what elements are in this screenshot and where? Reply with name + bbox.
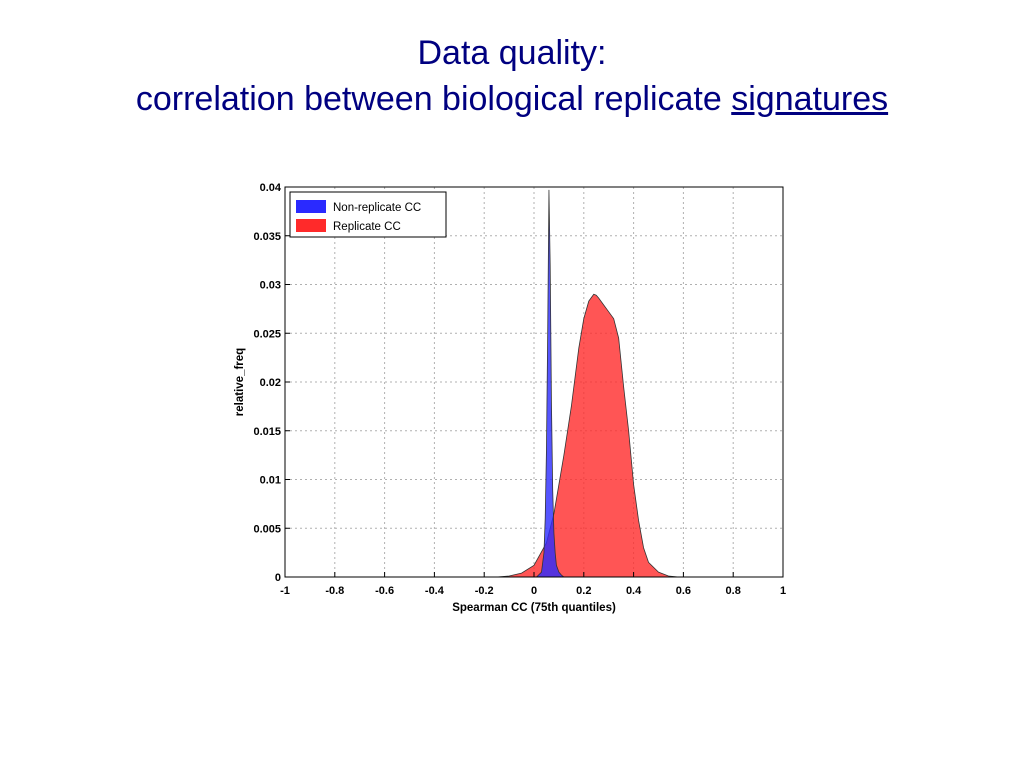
legend-swatch	[296, 219, 326, 232]
legend-label: Replicate CC	[333, 221, 401, 233]
slide-title: Data quality: correlation between biolog…	[0, 30, 1024, 122]
y-tick-label: 0.005	[253, 523, 281, 535]
x-axis-label: Spearman CC (75th quantiles)	[452, 602, 616, 614]
x-tick-label: 0.6	[676, 585, 691, 597]
x-tick-label: 0	[531, 585, 537, 597]
y-tick-label: 0.025	[253, 328, 281, 340]
signatures-link[interactable]: signatures	[731, 80, 889, 118]
x-tick-label: 0.8	[726, 585, 741, 597]
y-axis-label: relative_freq	[234, 348, 246, 416]
legend-swatch	[296, 200, 326, 213]
x-tick-label: -1	[280, 585, 290, 597]
y-tick-label: 0.03	[260, 280, 281, 292]
density-chart: -1 -0.8 -0.6 -0.4 -0.2 0 0.2 0.4 0.6 0.8 1 0 0.005 0.…	[234, 182, 786, 614]
x-tick-label: -0.4	[425, 585, 445, 597]
y-tick-label: 0.035	[253, 231, 281, 243]
y-tick-label: 0.04	[260, 182, 282, 194]
y-tick-label: 0.01	[260, 475, 281, 487]
title-line-1: Data quality:	[417, 34, 607, 72]
x-tick-label: 1	[780, 585, 786, 597]
series-area-non-replicate-cc	[535, 189, 566, 578]
y-tick-label: 0.02	[260, 377, 281, 389]
title-line-2-text: correlation between biological replicate	[135, 80, 732, 118]
y-tick-label: 0.015	[253, 426, 281, 438]
x-tick-label: -0.8	[325, 585, 344, 597]
y-tick-label: 0	[275, 572, 281, 584]
title-line-2: correlation between biological replicate…	[0, 76, 1024, 122]
x-tick-label: 0.2	[576, 585, 591, 597]
x-tick-label: 0.4	[626, 585, 642, 597]
x-tick-label: -0.6	[375, 585, 394, 597]
chart-container: -1 -0.8 -0.6 -0.4 -0.2 0 0.2 0.4 0.6 0.8 1 0 0.005 0.…	[220, 160, 800, 630]
x-tick-label: -0.2	[475, 585, 494, 597]
legend-label: Non-replicate CC	[333, 202, 421, 214]
